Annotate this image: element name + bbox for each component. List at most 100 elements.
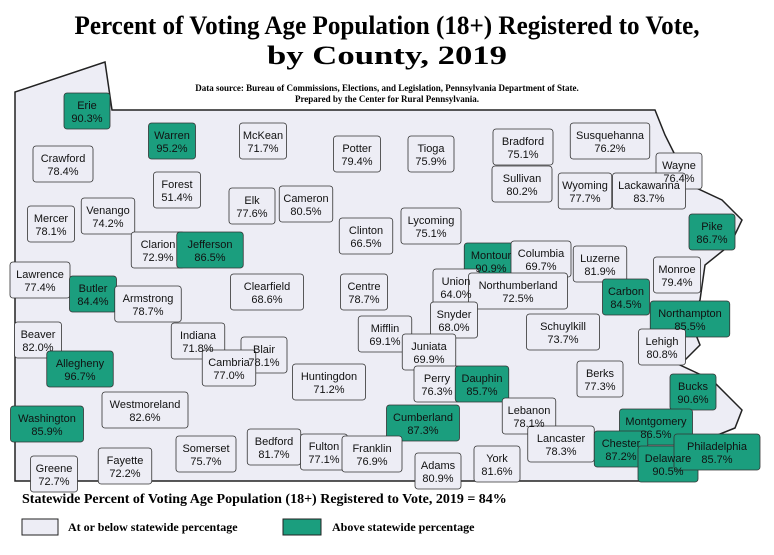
county-value: 78.3% [545, 446, 576, 458]
county-value: 75.1% [415, 228, 446, 240]
legend-label: Above statewide percentage [332, 520, 475, 534]
county-shapes [9, 92, 761, 493]
county-name: Fulton [309, 441, 340, 453]
county-name: Indiana [180, 330, 217, 342]
county-name: Franklin [352, 443, 391, 455]
county [228, 187, 276, 225]
county-name: Blair [253, 344, 275, 356]
county-name: Northampton [658, 308, 722, 320]
county [63, 92, 111, 130]
county-name: Somerset [182, 443, 229, 455]
legend-label: At or below statewide percentage [68, 520, 238, 534]
county-value: 77.1% [308, 454, 339, 466]
county-name: Crawford [41, 153, 86, 165]
county [153, 171, 201, 209]
county-name: Union [442, 276, 471, 288]
county-name: Lebanon [508, 405, 551, 417]
county-value: 77.4% [24, 282, 55, 294]
county [201, 349, 257, 387]
county [649, 300, 731, 338]
county-value: 72.7% [38, 476, 69, 488]
county-name: Chester [602, 438, 641, 450]
county-name: Montour [471, 250, 512, 262]
county-name: Lycoming [408, 215, 455, 227]
county-value: 51.4% [161, 192, 192, 204]
county [492, 128, 554, 166]
county-value: 83.7% [633, 193, 664, 205]
county [491, 165, 553, 203]
county [101, 391, 189, 429]
county [32, 145, 94, 183]
county [400, 207, 462, 245]
county-name: Tioga [417, 143, 445, 155]
county [612, 172, 686, 210]
county-value: 76.3% [421, 386, 452, 398]
county-name: Erie [77, 100, 97, 112]
county-value: 82.6% [129, 412, 160, 424]
county-name: Centre [347, 281, 380, 293]
county-name: Cambria [208, 357, 250, 369]
county [80, 197, 136, 235]
county-value: 68.6% [251, 294, 282, 306]
county-name: McKean [243, 130, 283, 142]
county [653, 256, 701, 294]
county [688, 213, 736, 251]
county-name: Allegheny [56, 358, 105, 370]
county-name: Pike [701, 221, 722, 233]
county-name: Mercer [34, 213, 69, 225]
county-name: Wayne [662, 160, 696, 172]
county-value: 69.9% [413, 354, 444, 366]
county-value: 80.5% [290, 206, 321, 218]
county [97, 447, 153, 485]
county-value: 71.7% [247, 143, 278, 155]
county-value: 81.7% [258, 449, 289, 461]
county [414, 452, 462, 490]
county-name: Westmoreland [110, 399, 181, 411]
source-line: Prepared by the Center for Rural Pennsyl… [295, 94, 479, 104]
county-value: 85.7% [701, 454, 732, 466]
county-value: 84.5% [610, 299, 641, 311]
county [569, 122, 651, 160]
county-name: Dauphin [462, 373, 503, 385]
county [278, 185, 334, 223]
county-value: 90.3% [71, 113, 102, 125]
county-name: Clinton [349, 225, 383, 237]
statewide-note: Statewide Percent of Voting Age Populati… [22, 492, 507, 507]
county-value: 73.7% [547, 334, 578, 346]
county-name: Greene [36, 463, 73, 475]
county-value: 79.4% [661, 277, 692, 289]
county-name: Montgomery [625, 416, 687, 428]
county-name: Northumberland [479, 280, 558, 292]
county [669, 373, 717, 411]
county [473, 445, 521, 483]
county [176, 231, 244, 269]
county-value: 77.6% [236, 208, 267, 220]
county-value: 75.9% [415, 156, 446, 168]
county [14, 321, 62, 359]
county-value: 78.4% [47, 166, 78, 178]
county-value: 96.7% [64, 371, 95, 383]
county-value: 82.0% [22, 342, 53, 354]
county [27, 205, 75, 243]
county-name: Lancaster [537, 433, 586, 445]
county [292, 363, 366, 401]
legend-swatch [282, 518, 322, 536]
county-name: Venango [86, 205, 129, 217]
county-value: 76.4% [663, 173, 694, 185]
county-name: Sullivan [503, 173, 542, 185]
county-value: 90.6% [677, 394, 708, 406]
county-value: 72.9% [142, 252, 173, 264]
title-line: by County, 2019 [267, 41, 507, 70]
county-value: 85.5% [674, 321, 705, 333]
county-name: Columbia [518, 248, 565, 260]
county-name: Cumberland [393, 412, 453, 424]
county-name: Adams [421, 460, 456, 472]
county-value: 85.7% [466, 386, 497, 398]
county-name: Wyoming [562, 180, 608, 192]
county-value: 81.6% [481, 466, 512, 478]
title-line: Percent of Voting Age Population (18+) R… [75, 11, 700, 40]
county-name: Lawrence [16, 269, 64, 281]
county-name: Butler [79, 283, 108, 295]
county [114, 285, 182, 323]
